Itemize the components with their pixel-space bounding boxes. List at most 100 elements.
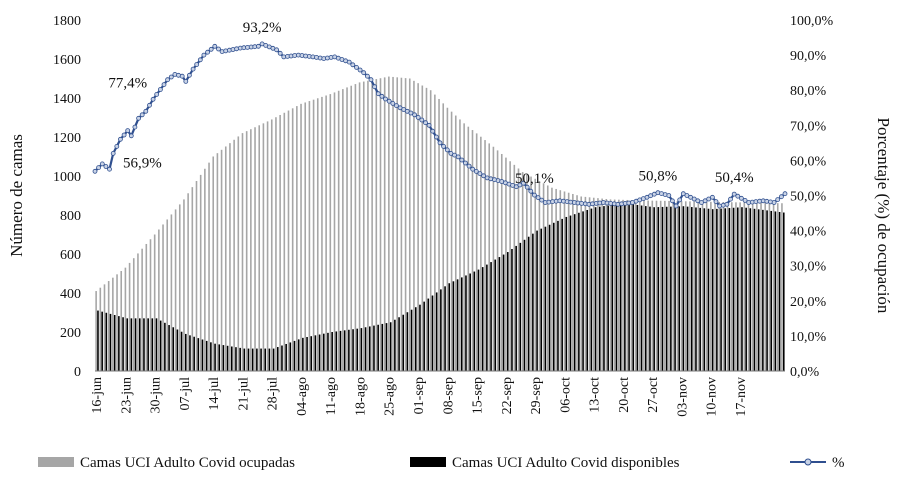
bar-occupied	[220, 149, 223, 371]
bar-available	[762, 209, 764, 371]
bar-available	[214, 343, 216, 371]
percent-point	[107, 166, 112, 172]
percent-point	[782, 191, 788, 197]
bar-occupied	[99, 287, 102, 371]
bar-available	[586, 209, 589, 371]
bar-available	[649, 206, 651, 371]
percent-point	[157, 87, 163, 92]
bar-available	[197, 338, 200, 371]
bar-occupied	[555, 188, 557, 371]
bar-occupied	[329, 94, 332, 371]
bar-available	[527, 236, 530, 371]
bar-available	[565, 216, 568, 371]
bar-available	[640, 205, 643, 371]
percent-point	[466, 163, 472, 169]
percent-point	[775, 197, 781, 203]
bar-available	[594, 207, 597, 371]
y-tick-label: 1000	[53, 170, 81, 185]
bar-occupied	[781, 203, 783, 371]
percent-point	[423, 120, 428, 126]
bar-available	[682, 206, 685, 371]
bar-available	[552, 222, 555, 371]
bar-occupied	[634, 200, 637, 371]
percent-point	[92, 168, 98, 174]
bar-occupied	[513, 164, 516, 371]
bar-available	[335, 331, 338, 371]
bar-occupied	[538, 181, 541, 371]
bar-occupied	[622, 199, 624, 371]
bar-available	[180, 331, 183, 371]
bar-occupied	[551, 187, 553, 371]
percent-point	[401, 107, 407, 112]
percent-point	[724, 201, 730, 207]
bar-occupied	[204, 168, 206, 371]
bar-occupied	[354, 84, 357, 371]
bar-available	[122, 317, 124, 371]
percent-point	[739, 195, 744, 201]
bar-occupied	[496, 150, 499, 371]
percent-point	[364, 73, 370, 79]
bar-available	[536, 230, 538, 371]
percent-point	[481, 173, 487, 179]
bar-occupied	[655, 200, 658, 371]
percent-point	[190, 66, 196, 72]
bar-available	[573, 214, 576, 371]
bar-available	[243, 348, 246, 371]
percent-point	[255, 43, 261, 49]
bar-occupied	[643, 200, 645, 371]
bar-occupied	[764, 202, 767, 371]
percent-point	[212, 43, 218, 49]
percent-point	[437, 140, 443, 146]
percent-point	[277, 50, 283, 56]
percent-point	[379, 93, 385, 99]
bar-occupied	[279, 114, 281, 372]
bar-available	[368, 326, 371, 371]
y-axis-title: Número de camas	[7, 134, 26, 257]
bar-occupied	[630, 200, 633, 371]
percent-point	[459, 157, 465, 163]
bar-available	[339, 330, 342, 371]
x-tick-label: 18-ago	[354, 377, 369, 416]
y-tick-label: 800	[60, 209, 81, 224]
x-tick-label: 23-jun	[119, 377, 134, 414]
bar-occupied	[647, 200, 649, 371]
bar-occupied	[287, 110, 290, 371]
percent-point	[183, 79, 189, 84]
bar-occupied	[120, 270, 123, 371]
y-tick-label: 600	[60, 248, 81, 263]
bar-available	[778, 211, 781, 371]
bar-occupied	[266, 121, 269, 372]
percent-point	[684, 193, 690, 198]
bar-occupied	[383, 77, 386, 371]
bar-occupied	[137, 253, 139, 371]
bar-available	[285, 343, 287, 371]
x-tick-label: 11-ago	[324, 377, 339, 415]
bar-occupied	[400, 77, 403, 371]
bar-available	[318, 334, 321, 371]
percent-point	[216, 46, 221, 52]
x-tick-label: 16-jun	[90, 377, 105, 414]
bar-available	[490, 262, 492, 371]
bar-available	[377, 324, 379, 371]
bar-occupied	[722, 202, 725, 371]
bar-available	[465, 275, 467, 371]
bar-available	[398, 317, 400, 371]
y-tick-label: 200	[60, 326, 81, 341]
bar-available	[394, 319, 396, 371]
bar-occupied	[659, 200, 662, 371]
percent-line-group	[92, 41, 788, 209]
bar-occupied	[425, 87, 428, 372]
data-label: 77,4%	[108, 75, 147, 91]
bar-occupied	[413, 80, 415, 371]
bar-available	[728, 208, 731, 371]
bar-occupied	[542, 183, 545, 371]
bar-available	[138, 318, 141, 371]
bar-available	[155, 318, 158, 371]
percent-point	[121, 132, 127, 138]
percent-point	[350, 62, 356, 68]
percent-point	[372, 84, 378, 90]
y-tick-label: 1600	[53, 53, 81, 68]
bar-occupied	[141, 248, 143, 371]
bar-occupied	[751, 202, 754, 371]
data-label: 50,4%	[715, 170, 754, 186]
